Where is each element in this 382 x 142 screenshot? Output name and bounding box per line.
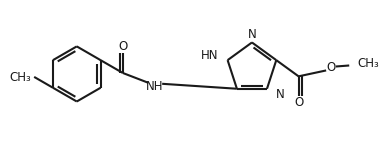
Text: HN: HN: [201, 49, 219, 62]
Text: CH₃: CH₃: [10, 71, 31, 84]
Text: O: O: [118, 40, 128, 53]
Text: CH₃: CH₃: [357, 57, 379, 70]
Text: O: O: [327, 61, 336, 74]
Text: O: O: [294, 96, 303, 109]
Text: NH: NH: [146, 80, 163, 93]
Text: N: N: [276, 88, 285, 101]
Text: N: N: [248, 28, 256, 41]
